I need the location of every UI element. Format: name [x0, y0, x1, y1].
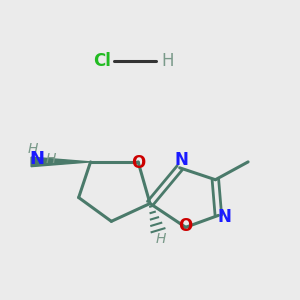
Text: H: H	[155, 232, 166, 246]
Text: H: H	[45, 152, 56, 166]
Text: O: O	[178, 217, 192, 235]
Text: N: N	[218, 208, 232, 226]
Text: H: H	[162, 52, 174, 70]
Text: H: H	[27, 142, 38, 155]
Text: N: N	[174, 152, 188, 169]
Text: N: N	[30, 150, 45, 168]
Polygon shape	[31, 157, 91, 167]
Text: Cl: Cl	[94, 52, 111, 70]
Text: O: O	[131, 154, 145, 172]
